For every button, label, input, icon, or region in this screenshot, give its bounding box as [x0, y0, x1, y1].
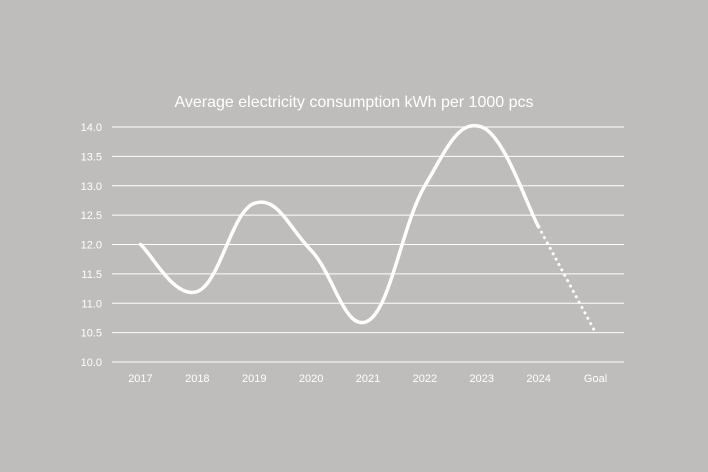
- y-tick-label: 13.0: [81, 181, 102, 193]
- x-tick-label: 2019: [242, 373, 266, 385]
- x-tick-label: 2022: [413, 373, 437, 385]
- x-tick-label: 2021: [356, 373, 380, 385]
- series-line: [138, 123, 541, 325]
- data-point-2017: [140, 244, 141, 245]
- data-point-2023: [481, 127, 482, 128]
- y-tick-label: 12.5: [81, 210, 102, 222]
- gridlines: [112, 126, 624, 363]
- data-point-2019: [254, 203, 255, 204]
- y-tick-label: 10.0: [81, 357, 102, 369]
- y-tick-label: 11.0: [81, 298, 102, 310]
- x-tick-label: 2023: [470, 373, 494, 385]
- y-tick-label: 10.5: [81, 328, 102, 340]
- data-point-2018: [197, 291, 198, 292]
- x-tick-label: 2017: [128, 373, 152, 385]
- x-tick-label: Goal: [584, 373, 607, 385]
- data-point-2024: [538, 226, 539, 227]
- x-tick-label: 2024: [526, 373, 550, 385]
- y-tick-label: 14.0: [81, 122, 102, 134]
- data-point-2020: [311, 250, 312, 251]
- data-point-2021: [368, 320, 369, 321]
- y-axis-ticks: 10.0 10.5 11.0 11.5 12.0 12.5 13.0 13.5 14.0: [81, 122, 102, 369]
- y-tick-label: 11.5: [81, 269, 102, 281]
- x-tick-label: 2018: [185, 373, 209, 385]
- data-point-goal: [595, 332, 596, 333]
- x-axis-ticks: 2017 2018 2019 2020 2021 2022 2023 2024 Goal: [128, 373, 607, 385]
- projection-line: [537, 225, 598, 335]
- series-layer: [138, 123, 598, 335]
- chart-title: Average electricity consumption kWh per …: [175, 94, 534, 111]
- x-tick-label: 2020: [299, 373, 323, 385]
- data-point-2022: [424, 185, 425, 186]
- y-tick-label: 13.5: [81, 151, 102, 163]
- y-tick-label: 12.0: [81, 240, 102, 252]
